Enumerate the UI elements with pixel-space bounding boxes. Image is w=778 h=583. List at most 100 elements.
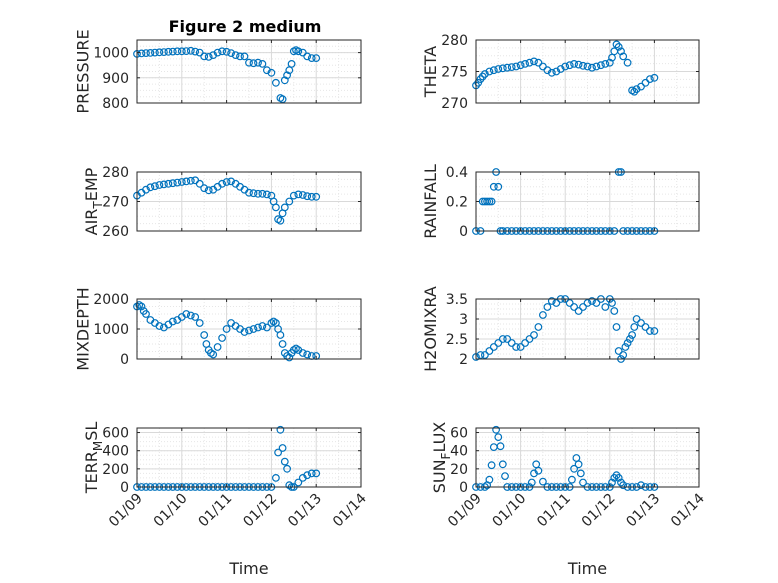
- data-point: [200, 184, 209, 193]
- data-point: [155, 181, 164, 189]
- data-point: [245, 326, 253, 335]
- x-tick-label: 01/10: [490, 491, 530, 531]
- data-point: [303, 192, 312, 201]
- data-point: [240, 328, 249, 336]
- data-point: [574, 60, 583, 69]
- data-point: [483, 197, 492, 206]
- data-point: [186, 311, 195, 320]
- y-axis-label-rest: LUX: [430, 422, 449, 453]
- data-point: [254, 58, 262, 67]
- data-point: [272, 474, 280, 482]
- y-tick-label: 0.2: [446, 195, 468, 211]
- data-point: [498, 335, 507, 343]
- data-point: [539, 477, 547, 486]
- y-tick-label: 3.5: [446, 292, 468, 308]
- data-point: [245, 58, 253, 67]
- data-point: [278, 444, 287, 452]
- data-point: [565, 299, 574, 307]
- y-axis-label-main: PRESSURE: [74, 29, 93, 113]
- y-tick-label: 275: [441, 65, 468, 81]
- data-point: [150, 182, 159, 191]
- data-point: [276, 216, 285, 225]
- data-point: [623, 58, 632, 67]
- y-tick-label: 0: [120, 480, 129, 496]
- y-axis-label: THETA: [421, 46, 440, 98]
- data-point: [601, 60, 610, 68]
- y-tick-label: 280: [102, 165, 129, 181]
- data-point: [617, 47, 625, 56]
- y-axis-label-main: SUN: [430, 459, 449, 493]
- data-point: [218, 47, 227, 56]
- data-point: [240, 52, 249, 61]
- data-point: [283, 71, 292, 80]
- data-point: [592, 299, 601, 307]
- data-point: [177, 178, 186, 186]
- data-point: [312, 469, 321, 478]
- data-point: [168, 47, 177, 56]
- data-point: [298, 349, 307, 357]
- y-tick-label: 2: [459, 352, 468, 368]
- data-point: [521, 60, 529, 68]
- x-tick-label: 01/11: [196, 491, 236, 531]
- y-axis-label-main: TERR: [82, 451, 101, 494]
- x-tick-label: 01/09: [106, 491, 146, 531]
- data-point: [278, 95, 287, 104]
- data-point: [583, 299, 592, 307]
- data-point: [258, 189, 267, 198]
- data-point: [503, 335, 512, 343]
- data-point: [626, 335, 634, 343]
- data-point: [258, 322, 267, 330]
- y-axis-label-subscript: F: [439, 452, 453, 459]
- data-point: [619, 52, 628, 61]
- subplot-terr_msl: 0 200 400 600 01/09 01/10 01/11 01/12 01/13 01/14…: [82, 422, 370, 578]
- data-point: [231, 51, 240, 59]
- data-point: [276, 425, 285, 434]
- data-point: [646, 327, 654, 335]
- data-point: [254, 189, 262, 198]
- data-point: [496, 442, 505, 451]
- data-point: [182, 310, 191, 318]
- data-point: [195, 48, 204, 57]
- y-tick-label: 800: [102, 96, 129, 112]
- data-point: [632, 315, 641, 323]
- x-tick-label: 01/13: [285, 491, 325, 531]
- x-tick-label: 01/12: [240, 491, 280, 531]
- data-point: [159, 48, 168, 56]
- data-point: [222, 178, 231, 186]
- data-point: [501, 472, 509, 481]
- data-point: [287, 60, 296, 68]
- data-point: [552, 299, 561, 307]
- data-point: [200, 52, 209, 61]
- data-point: [150, 48, 159, 57]
- y-axis-label-main: THETA: [421, 46, 440, 98]
- data-point: [222, 325, 231, 333]
- data-point: [485, 475, 494, 484]
- data-point: [263, 190, 271, 199]
- data-point: [534, 58, 543, 67]
- y-axis-label: H2OMIXRA: [421, 286, 440, 372]
- data-point: [142, 185, 150, 194]
- data-point: [485, 347, 494, 355]
- data-point: [487, 197, 496, 206]
- data-point: [137, 302, 146, 311]
- data-point: [227, 177, 236, 186]
- y-tick-label: 400: [102, 444, 129, 460]
- data-point: [570, 60, 578, 68]
- y-tick-label: 270: [102, 195, 129, 211]
- data-point: [272, 78, 280, 87]
- data-point: [637, 82, 645, 91]
- data-point: [303, 350, 312, 359]
- data-point: [494, 65, 503, 73]
- x-axis-label: Time: [228, 559, 268, 578]
- data-point: [186, 176, 195, 185]
- data-point: [272, 203, 280, 212]
- data-point: [588, 297, 596, 305]
- data-point: [570, 303, 578, 311]
- data-point: [612, 40, 621, 49]
- data-point: [621, 343, 630, 351]
- data-point: [608, 299, 616, 307]
- data-point: [588, 63, 596, 72]
